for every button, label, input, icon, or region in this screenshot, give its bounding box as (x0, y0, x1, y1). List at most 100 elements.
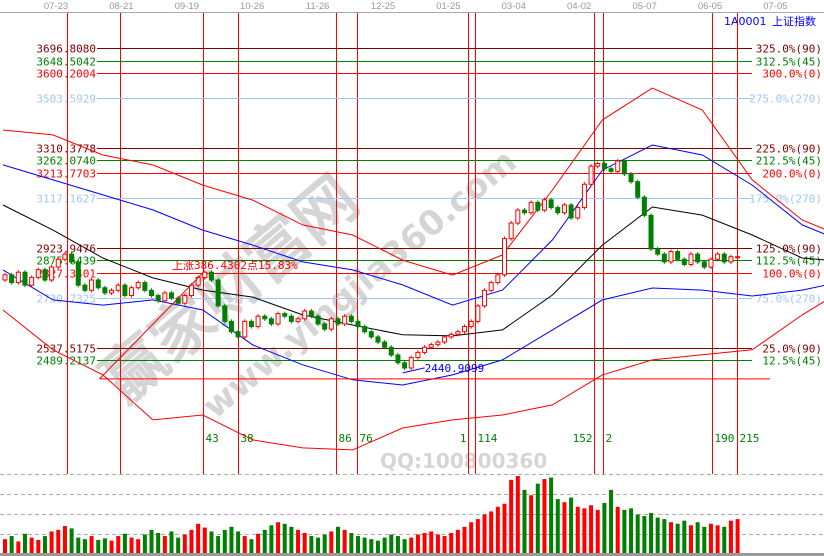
volume-panel (0, 474, 824, 556)
volume-bar (269, 525, 274, 553)
volume-bar (362, 537, 367, 553)
candle-body (528, 201, 534, 214)
volume-bar (209, 531, 214, 553)
candle-body (668, 251, 674, 263)
candle-body (202, 271, 208, 278)
volume-bar (462, 526, 467, 553)
candle-body (122, 284, 128, 297)
candle-body (188, 284, 194, 297)
level-percent-label: 275.0%(270) (749, 93, 822, 106)
volume-bar (582, 508, 587, 553)
volume-bar (176, 537, 181, 553)
candle-body (708, 258, 714, 268)
cycle-label: 43 (206, 432, 219, 445)
volume-bar (129, 537, 134, 553)
candle-body (2, 274, 8, 281)
volume-bar (282, 523, 287, 553)
candle-body (268, 318, 274, 325)
volume-bar (336, 526, 340, 553)
level-percent-label: 100.0%(0) (762, 268, 822, 281)
level-percent-label: 175.0%(270) (749, 193, 822, 206)
security-code: 1A0001 (724, 15, 767, 28)
candle-body (95, 279, 101, 289)
volume-bar (595, 509, 600, 553)
volume-bar (216, 536, 221, 553)
cycle-label: 86 (339, 432, 352, 445)
candle-body (115, 284, 121, 291)
volume-bar (342, 529, 347, 553)
volume-bar (629, 508, 634, 553)
volume-bar (569, 497, 574, 553)
date-tick-label: 11-26 (306, 1, 330, 12)
candle-body (568, 204, 574, 219)
volume-bar (302, 532, 307, 553)
cycle-label: 190 (715, 432, 735, 445)
volume-bar (369, 539, 374, 553)
candle-body (335, 318, 341, 325)
date-tick-label: 01-25 (436, 1, 460, 12)
volume-bar (116, 536, 121, 553)
volume-bar (562, 502, 567, 553)
candle-body (69, 253, 75, 263)
candle-body (448, 333, 454, 338)
candle-body (75, 261, 81, 286)
volume-bar (589, 505, 594, 553)
volume-bar (109, 540, 114, 553)
candle-body (315, 315, 321, 325)
level-percent-label: 12.5%(45) (762, 355, 822, 368)
volume-bar (735, 519, 740, 553)
band-line (2, 87, 824, 276)
volume-bar (122, 533, 127, 553)
volume-bar (329, 531, 334, 553)
volume-bar (402, 539, 407, 553)
volume-bar (349, 532, 354, 553)
volume-bar (62, 526, 67, 553)
candle-body (302, 310, 308, 320)
candle-body (242, 320, 248, 338)
level-price-label: 3600.2004 (36, 68, 96, 81)
volume-bar (682, 520, 687, 553)
volume-bar (102, 538, 107, 553)
volume-bar (422, 532, 427, 553)
rise-diagonal-line (99, 272, 204, 380)
volume-bar (69, 528, 74, 553)
date-tick-label: 08-21 (109, 1, 133, 12)
candle-body (29, 276, 35, 286)
level-price-label: 2537.5175 (36, 343, 96, 356)
low-price-label: 2440.9099 (425, 362, 485, 375)
volume-bar (322, 534, 327, 553)
volume-bar (56, 529, 61, 553)
candle-body (89, 279, 95, 291)
volume-bar (688, 525, 693, 553)
low-label-leader (402, 367, 425, 374)
candle-body (455, 331, 461, 335)
level-price-label: 3696.8080 (36, 43, 96, 56)
candle-body (248, 320, 254, 328)
candle-body (235, 331, 241, 338)
candle-body (82, 284, 88, 291)
volume-bar (276, 522, 281, 553)
candle-body (621, 160, 627, 175)
volume-bar (156, 532, 161, 553)
cycle-label: 114 (478, 432, 498, 445)
volume-bar (316, 537, 321, 553)
candle-body (648, 214, 654, 250)
volume-bar (502, 503, 507, 553)
candle-body (402, 362, 408, 369)
volume-bar (609, 489, 614, 553)
volume-bar (455, 529, 460, 553)
rise-label: 上涨386.4302点15.83% (172, 259, 298, 272)
candle-body (388, 346, 394, 356)
volume-baseline (0, 553, 824, 556)
cycle-label: 215 (740, 432, 760, 445)
volume-bar (309, 536, 314, 553)
candle-body (721, 253, 727, 263)
level-percent-label: 225.0%(90) (756, 143, 822, 156)
volume-bar (3, 539, 7, 553)
date-tick-label: 12-25 (371, 1, 395, 12)
volume-bar (715, 525, 720, 553)
level-price-label: 3648.5042 (36, 56, 96, 69)
band-line (2, 204, 824, 337)
